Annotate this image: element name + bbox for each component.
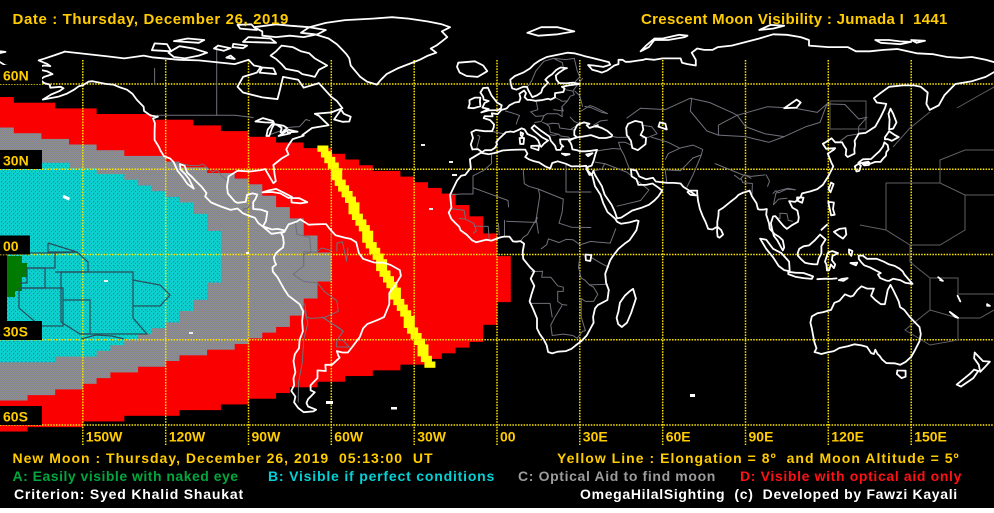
svg-text:90W: 90W [252,429,282,445]
svg-text:90E: 90E [749,429,774,445]
svg-text:30W: 30W [417,429,447,445]
svg-text:60N: 60N [3,68,29,84]
svg-text:150W: 150W [86,429,123,445]
svg-text:30E: 30E [583,429,608,445]
svg-text:60E: 60E [666,429,691,445]
svg-text:00: 00 [3,238,19,254]
svg-text:30N: 30N [3,153,29,169]
svg-text:150E: 150E [914,429,947,445]
svg-text:60S: 60S [3,409,28,425]
svg-text:00: 00 [500,429,516,445]
svg-text:120E: 120E [831,429,864,445]
svg-text:30S: 30S [3,324,28,340]
svg-text:120W: 120W [169,429,206,445]
svg-text:60W: 60W [334,429,364,445]
